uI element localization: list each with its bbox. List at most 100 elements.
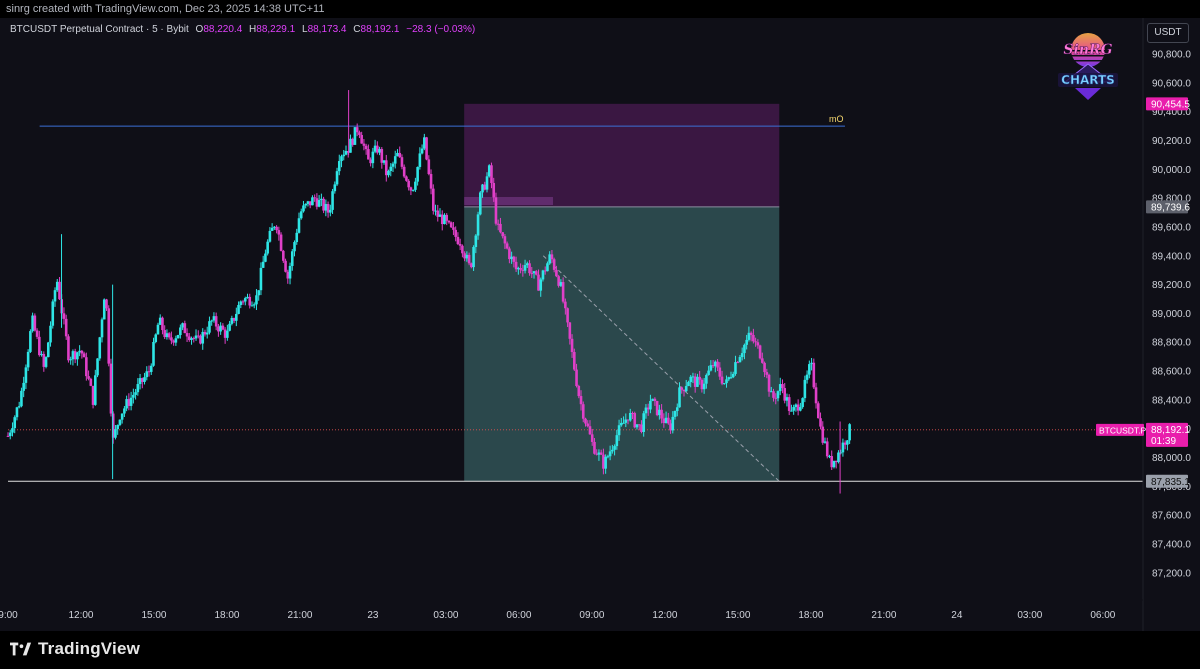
candle-body: [628, 412, 632, 421]
price-tag-box[interactable]: [1146, 97, 1188, 111]
logo-line1: SinRG: [1063, 42, 1112, 58]
candle-body: [689, 376, 693, 383]
candle-body: [212, 316, 216, 321]
stop-loss-zone[interactable]: [464, 103, 780, 207]
candle-body: [602, 454, 605, 469]
candle-body: [745, 339, 748, 345]
candle-body: [812, 362, 816, 388]
candle-body: [494, 197, 498, 224]
candle-body: [801, 398, 804, 408]
candle-body: [843, 442, 847, 445]
candle-body: [756, 342, 760, 346]
candle-body: [593, 441, 596, 454]
candle-body: [228, 323, 231, 331]
symbol-legend[interactable]: BTCUSDT Perpetual Contract · 5 · Bybit O…: [10, 24, 475, 35]
candle-body: [243, 298, 247, 302]
candle-body: [837, 452, 840, 463]
price-tick-label: 89,000.0: [1152, 309, 1191, 320]
candle-body: [40, 353, 43, 356]
last-price-label: 88,192.1: [1151, 425, 1190, 436]
candle-body: [373, 145, 377, 152]
candle-body: [454, 229, 457, 237]
candle-body: [13, 417, 17, 429]
candle-body: [46, 342, 50, 358]
candle-body: [179, 327, 182, 336]
candle-body: [288, 265, 292, 279]
candle-body: [360, 134, 363, 144]
candle-body: [731, 373, 735, 378]
candle-body: [568, 322, 572, 339]
candle-body: [320, 198, 323, 201]
candle-body: [111, 413, 115, 438]
candle-body: [125, 399, 128, 409]
candle-body: [371, 151, 375, 164]
candle-body: [82, 353, 86, 358]
candle-body: [461, 245, 464, 254]
candle-body: [467, 254, 471, 264]
candle-body: [24, 367, 28, 383]
price-tag-box[interactable]: [1146, 200, 1188, 214]
tradingview-logo[interactable]: TradingView: [10, 639, 140, 659]
candle-body: [322, 198, 325, 211]
candle-body: [64, 318, 68, 337]
candle-body: [490, 165, 493, 184]
candle-body: [476, 214, 480, 236]
candle-body: [499, 223, 502, 233]
candle-body: [239, 301, 243, 305]
candle-body: [152, 341, 155, 366]
candle-body: [109, 363, 113, 414]
candle-body: [308, 201, 312, 206]
chart-area[interactable]: mO 90,800.0 90,600.0 90,400.0 90,200.0 90,000…: [0, 18, 1200, 631]
candle-body: [778, 384, 782, 392]
time-tick-label: 21:00: [871, 610, 896, 621]
candle-body: [69, 359, 72, 361]
time-tick-label: 03:00: [1017, 610, 1042, 621]
candle-body: [389, 166, 393, 171]
candle-body: [749, 332, 753, 335]
candle-body: [210, 320, 213, 322]
candle-body: [637, 424, 641, 426]
symbol-title[interactable]: BTCUSDT Perpetual Contract · 5 · Bybit: [10, 24, 189, 35]
candle-body: [362, 143, 366, 146]
candle-body: [794, 404, 798, 408]
currency-button[interactable]: USDT: [1147, 23, 1189, 43]
candle-body: [398, 152, 402, 158]
symbol-tag-box[interactable]: [1096, 423, 1144, 436]
candle-countdown-label: 01:39: [1151, 436, 1176, 447]
candle-body: [201, 331, 205, 344]
price-tick-label: 87,400.0: [1152, 539, 1191, 550]
candle-body: [841, 442, 845, 453]
candle-body: [769, 391, 773, 393]
price-chart[interactable]: mO 90,800.0 90,600.0 90,400.0 90,200.0 90,000…: [0, 18, 1200, 631]
candle-body: [785, 397, 789, 401]
candle-body: [214, 316, 218, 327]
footer-bar: TradingView: [0, 631, 1200, 669]
candle-body: [174, 338, 178, 343]
price-tick-label: 88,800.0: [1152, 338, 1191, 349]
price-tick-label: 89,200.0: [1152, 280, 1191, 291]
candle-body: [649, 400, 652, 410]
time-tick-label: 24: [951, 610, 963, 621]
price-tick-label: 90,200.0: [1152, 136, 1191, 147]
take-profit-zone[interactable]: [464, 206, 780, 482]
price-tag-box[interactable]: [1146, 474, 1188, 488]
candle-body: [725, 379, 728, 384]
footer-brand-text: TradingView: [38, 639, 141, 658]
candle-body: [604, 456, 607, 469]
candle-body: [646, 407, 650, 410]
candle-body: [796, 404, 800, 411]
candle-body: [626, 419, 630, 421]
candle-body: [295, 232, 299, 243]
candle-body: [680, 387, 684, 390]
candle-body: [644, 407, 648, 414]
candle-body: [503, 236, 507, 244]
candle-body: [172, 340, 175, 343]
time-tick-label: 03:00: [433, 610, 458, 621]
candle-body: [44, 357, 48, 367]
last-price-box[interactable]: [1146, 422, 1188, 447]
candle-body: [579, 396, 583, 405]
candle-body: [622, 422, 625, 424]
trend-dashed-line[interactable]: [542, 255, 780, 482]
candle-body: [425, 137, 428, 160]
price-tick-label: 89,600.0: [1152, 222, 1191, 233]
